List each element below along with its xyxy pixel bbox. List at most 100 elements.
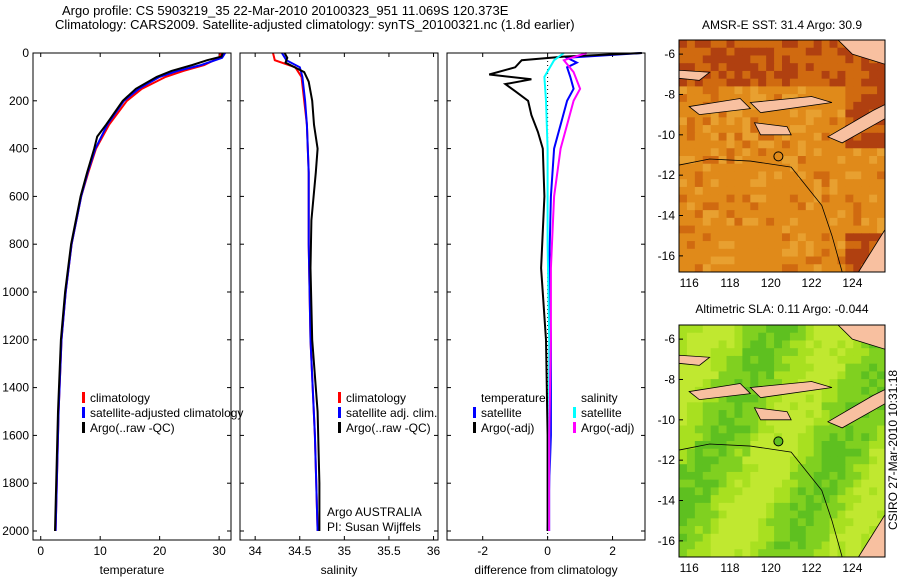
map-cell — [750, 479, 759, 488]
map-cell — [877, 448, 886, 457]
map-cell — [837, 502, 846, 512]
map-cell — [686, 78, 696, 87]
map-cell — [702, 241, 712, 250]
map-cell — [869, 479, 878, 488]
map-cell — [766, 210, 775, 219]
map-cell — [702, 264, 712, 273]
map-cell — [718, 518, 728, 527]
map-cell — [686, 479, 696, 488]
map-cell — [679, 533, 688, 543]
map-cell — [702, 248, 712, 258]
map-cell — [861, 355, 870, 365]
map-cell — [797, 533, 807, 543]
map-cell — [821, 132, 831, 142]
map-cell — [766, 363, 775, 372]
map-cell — [821, 355, 831, 365]
map-cell — [861, 518, 870, 527]
map-cell — [734, 526, 743, 535]
map-cell — [789, 202, 799, 211]
map-cell — [734, 117, 743, 126]
map-cell — [813, 186, 823, 196]
legend-label: Argo(-adj) — [481, 421, 534, 435]
map-cell — [750, 394, 759, 403]
map-cell — [869, 156, 878, 165]
map-cell — [837, 325, 846, 334]
map-cell — [726, 248, 735, 258]
lon-tick-label: 120 — [761, 276, 781, 290]
map-cell — [782, 394, 791, 403]
map-cell — [750, 541, 759, 550]
series-salinity-argo-adj- — [548, 52, 587, 531]
map-cell — [694, 348, 704, 357]
legend-label: climatology — [90, 391, 150, 405]
map-cell — [710, 502, 720, 512]
map-cell — [686, 417, 696, 427]
map-cell — [758, 55, 767, 64]
map-cell — [861, 217, 870, 227]
map-cell — [742, 410, 751, 419]
map-cell — [710, 241, 720, 250]
map-cell — [837, 549, 846, 558]
map-cell — [813, 163, 823, 172]
map-cell — [766, 502, 775, 512]
map-cell — [686, 379, 696, 388]
map-cell — [718, 63, 728, 72]
map-cell — [821, 117, 831, 126]
map-cell — [813, 433, 823, 442]
map-cell — [782, 194, 791, 203]
map-cell — [694, 171, 704, 180]
map-cell — [694, 510, 704, 519]
map-cell — [758, 541, 767, 550]
map-cell — [782, 117, 791, 126]
map-cell — [710, 479, 720, 488]
map-cell — [821, 194, 831, 203]
axes-frame — [239, 52, 439, 541]
map-cell — [869, 363, 878, 372]
map-cell — [774, 70, 783, 80]
map-cell — [829, 55, 838, 64]
map-cell — [702, 410, 712, 419]
map-cell — [869, 94, 878, 103]
map-cell — [845, 55, 854, 64]
map-cell — [679, 264, 688, 273]
map-cell — [789, 248, 799, 258]
map-cell — [821, 241, 831, 250]
legend-swatch — [82, 392, 85, 403]
map-cell — [829, 518, 838, 527]
legend-label: Argo(..raw -QC) — [346, 421, 431, 435]
map-cell — [694, 541, 704, 550]
map-cell — [766, 464, 775, 473]
map-cell — [853, 441, 862, 450]
map-cell — [679, 363, 688, 372]
map-cell — [837, 495, 846, 504]
map-cell — [679, 386, 688, 396]
map-cell — [829, 101, 838, 111]
map-cell — [797, 394, 807, 403]
map-cell — [869, 194, 878, 203]
map-cell — [726, 186, 735, 196]
map-cell — [742, 348, 751, 357]
map-cell — [694, 163, 704, 172]
map-cell — [877, 140, 886, 149]
map-cell — [869, 471, 878, 481]
map-cell — [750, 86, 759, 95]
map-cell — [702, 47, 712, 56]
map-cell — [774, 210, 783, 219]
map-cell — [813, 371, 823, 380]
map-cell — [797, 402, 807, 411]
map-cell — [805, 518, 815, 527]
map-cell — [679, 202, 688, 211]
map-cell — [734, 217, 743, 227]
map-cell — [679, 549, 688, 558]
map-cell — [750, 241, 759, 250]
map-cell — [861, 148, 870, 157]
map-cell — [750, 471, 759, 481]
map-cell — [774, 363, 783, 372]
map-cell — [821, 63, 831, 72]
map-cell — [789, 233, 799, 242]
map-cell — [702, 117, 712, 126]
map-cell — [805, 417, 815, 427]
map-cell — [853, 225, 862, 234]
map-cell — [813, 441, 823, 450]
